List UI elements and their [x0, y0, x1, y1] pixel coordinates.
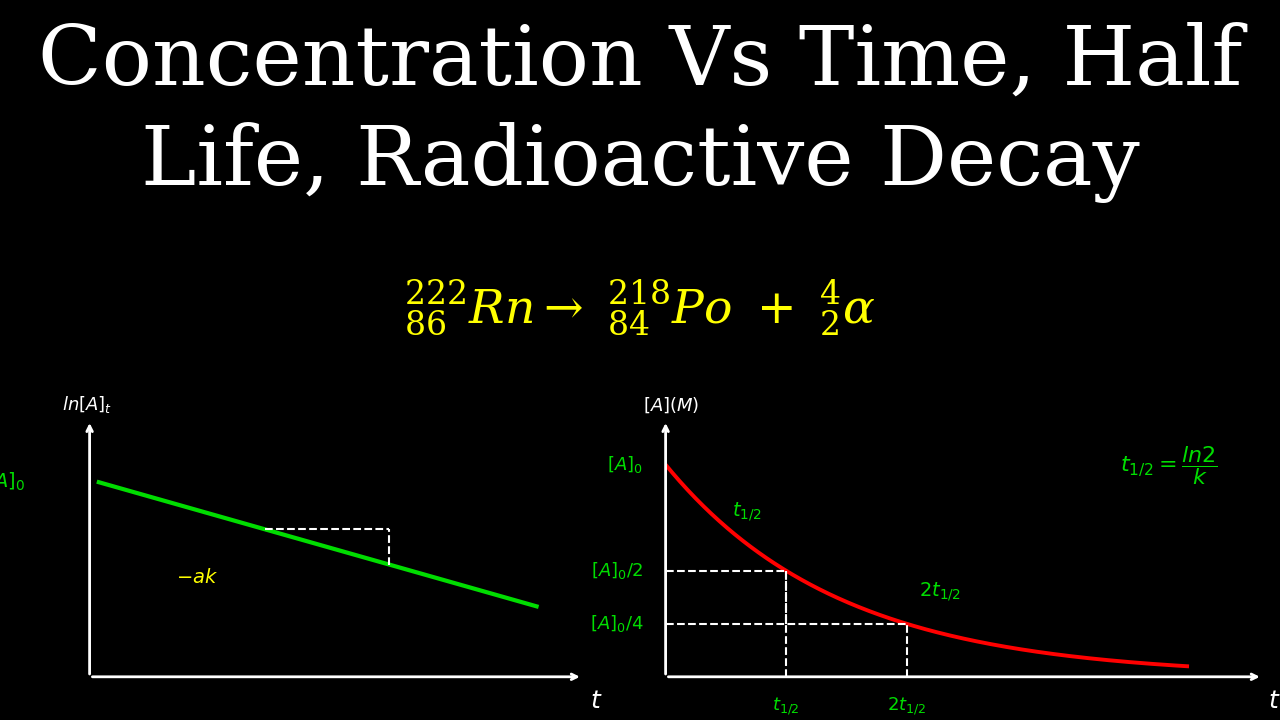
Text: $\mathit{[A]_0/2}$: $\mathit{[A]_0/2}$: [591, 560, 643, 581]
Text: $\mathit{ln[A]_t}$: $\mathit{ln[A]_t}$: [61, 395, 113, 415]
Text: Life, Radioactive Decay: Life, Radioactive Decay: [141, 122, 1139, 203]
Text: Concentration Vs Time, Half: Concentration Vs Time, Half: [38, 22, 1242, 102]
Text: $\mathit{t_{1/2} = \dfrac{ln2}{k}}$: $\mathit{t_{1/2} = \dfrac{ln2}{k}}$: [1120, 444, 1217, 487]
Text: $\mathit{ln[A]_0}$: $\mathit{ln[A]_0}$: [0, 471, 26, 493]
Text: $\mathit{2t_{1/2}}$: $\mathit{2t_{1/2}}$: [887, 696, 927, 717]
Text: $\mathit{[A]_0}$: $\mathit{[A]_0}$: [607, 454, 643, 475]
Text: $\mathit{t}$: $\mathit{t}$: [590, 688, 603, 713]
Text: $\mathit{[A]_0/4}$: $\mathit{[A]_0/4}$: [590, 613, 643, 634]
Text: $\mathit{-ak}$: $\mathit{-ak}$: [177, 567, 219, 587]
Text: $\mathit{2t_{1/2}}$: $\mathit{2t_{1/2}}$: [919, 580, 961, 603]
Text: $\mathit{t_{1/2}}$: $\mathit{t_{1/2}}$: [732, 500, 762, 523]
Text: $\mathit{^{222}_{86}Rn \rightarrow\ ^{218}_{84}Po\ +\ ^{4}_{2}\alpha}$: $\mathit{^{222}_{86}Rn \rightarrow\ ^{21…: [404, 277, 876, 337]
Text: $\mathit{[A](M)}$: $\mathit{[A](M)}$: [643, 396, 699, 415]
Text: $\mathit{t}$: $\mathit{t}$: [1267, 688, 1280, 713]
Text: $\mathit{t_{1/2}}$: $\mathit{t_{1/2}}$: [772, 696, 800, 717]
